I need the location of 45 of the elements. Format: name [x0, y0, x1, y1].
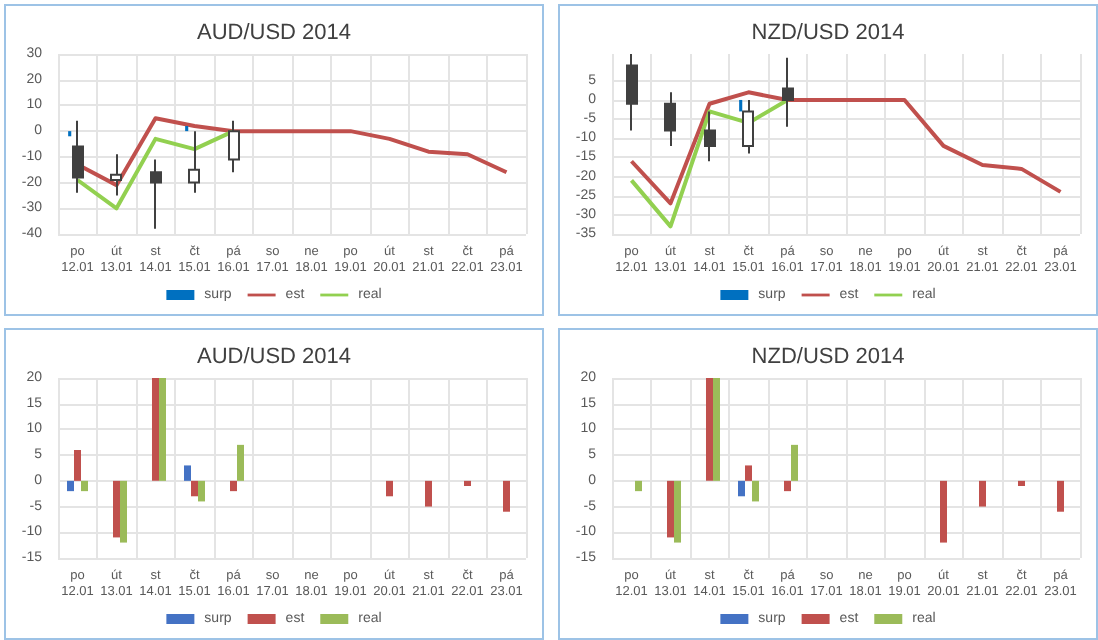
- bar: [229, 480, 238, 492]
- bar: [1017, 480, 1026, 486]
- bar: [978, 480, 987, 507]
- bar: [66, 480, 74, 492]
- bar: [112, 480, 121, 538]
- bar: [463, 480, 472, 486]
- bar: [424, 480, 433, 507]
- bar: [190, 480, 199, 497]
- bar: [666, 480, 675, 538]
- bar: [183, 465, 191, 481]
- chart-title: AUD/USD 2014: [196, 345, 352, 369]
- candlestick: [742, 98, 754, 155]
- bar: [939, 480, 948, 543]
- bar: [502, 480, 511, 512]
- bar: [159, 378, 167, 481]
- candlestick: [626, 53, 638, 132]
- candlestick: [664, 91, 676, 147]
- chart-title: AUD/USD 2014: [196, 21, 352, 45]
- bar: [120, 480, 128, 543]
- bar: [237, 444, 245, 481]
- candlestick: [228, 119, 240, 174]
- candlestick: [704, 110, 716, 163]
- bar: [1056, 480, 1065, 512]
- bar: [737, 480, 745, 497]
- bar: [81, 480, 89, 492]
- chart-title: NZD/USD 2014: [751, 21, 905, 45]
- candlestick: [150, 158, 162, 230]
- chart-title: NZD/USD 2014: [751, 345, 905, 369]
- bar: [385, 480, 394, 497]
- bar: [752, 480, 760, 502]
- line-series: [629, 90, 1063, 206]
- bar: [783, 480, 792, 492]
- bar: [73, 450, 82, 481]
- candlestick: [188, 130, 200, 194]
- candlestick: [782, 56, 794, 128]
- bar: [791, 444, 799, 481]
- bar: [198, 480, 206, 502]
- bar: [674, 480, 682, 543]
- candlestick: [110, 153, 122, 197]
- line-series: [629, 97, 790, 229]
- bar: [713, 378, 721, 481]
- bar: [705, 378, 714, 481]
- bar: [635, 480, 643, 492]
- bar: [151, 378, 160, 481]
- bar: [744, 465, 753, 481]
